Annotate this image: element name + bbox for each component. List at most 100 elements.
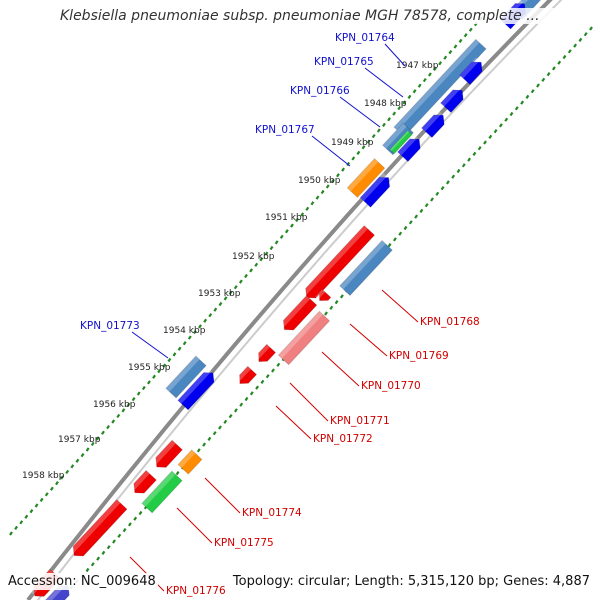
cds-feature[interactable]: [315, 288, 332, 304]
gene-feature[interactable]: [165, 355, 207, 399]
tick-mark-outer: [403, 225, 408, 231]
tick-mark-inner: [177, 346, 182, 351]
gene-label[interactable]: KPN_01772: [313, 433, 373, 445]
gene-label[interactable]: KPN_01768: [420, 316, 480, 328]
tick-mark-outer: [589, 26, 593, 31]
cds-feature[interactable]: [359, 172, 393, 208]
tick-label: 1949 kbp: [331, 138, 374, 148]
tick-mark-inner: [14, 525, 19, 531]
tick-mark-outer: [387, 242, 392, 248]
gene-feature[interactable]: [177, 449, 203, 475]
cds-feature[interactable]: [69, 498, 128, 561]
tick-mark-inner: [121, 408, 126, 413]
gene-feature[interactable]: [393, 38, 487, 138]
tick-mark-outer: [583, 32, 588, 37]
leader-line: [131, 331, 169, 359]
gene-label[interactable]: KPN_01774: [242, 507, 302, 519]
leader-line: [176, 507, 213, 544]
gene-label[interactable]: KPN_01765: [314, 56, 374, 68]
tick-mark-outer: [557, 60, 562, 65]
tick-mark-inner: [463, 33, 468, 38]
tick-mark-outer: [329, 305, 334, 310]
tick-mark-outer: [202, 442, 207, 447]
tick-mark-outer: [440, 185, 445, 191]
tick-mark-inner: [34, 503, 39, 508]
tick-mark-inner: [407, 94, 412, 99]
cds-feature[interactable]: [235, 365, 258, 387]
tick-mark-inner: [356, 150, 361, 155]
gene-label[interactable]: KPN_01769: [389, 350, 449, 362]
leader-line: [364, 67, 404, 98]
tick-mark-inner: [131, 397, 136, 402]
gene-label[interactable]: KPN_01766: [290, 85, 350, 97]
tick-mark-inner: [320, 189, 325, 195]
tick-mark-inner: [85, 447, 90, 452]
tick-mark-outer: [138, 510, 143, 516]
gene-feature[interactable]: [346, 157, 386, 199]
tick-mark-outer: [233, 408, 238, 413]
tick-mark-outer: [578, 37, 583, 43]
cds-feature[interactable]: [420, 110, 449, 139]
gene-label[interactable]: KPN_01775: [214, 537, 274, 549]
tick-label: 1958 kbp: [22, 471, 65, 481]
tick-mark-outer: [196, 448, 201, 453]
tick-label: 1948 kbp: [364, 99, 407, 109]
tick-mark-inner: [147, 380, 151, 385]
gene-feature[interactable]: [277, 310, 331, 366]
cds-feature[interactable]: [279, 294, 318, 335]
tick-mark-outer: [218, 425, 222, 430]
tick-mark-inner: [182, 341, 187, 346]
cds-feature[interactable]: [129, 469, 158, 497]
gene-label[interactable]: KPN_01770: [361, 380, 421, 392]
gene-feature[interactable]: [339, 239, 393, 297]
tick-mark-inner: [366, 139, 371, 144]
tick-mark-outer: [520, 100, 525, 105]
tick-mark-outer: [90, 562, 95, 567]
leader-line: [311, 135, 351, 167]
gene-label[interactable]: KPN_01771: [330, 415, 390, 427]
tick-mark-inner: [290, 223, 294, 228]
cds-feature[interactable]: [396, 134, 425, 163]
tick-mark-inner: [371, 133, 376, 139]
tick-mark-inner: [44, 492, 49, 497]
tick-mark-outer: [117, 533, 122, 538]
leader-line: [381, 289, 419, 323]
tick-mark-inner: [218, 301, 223, 307]
backbone-outer: [26, 0, 553, 600]
cds-feature[interactable]: [177, 368, 218, 411]
tick-mark-inner: [259, 257, 264, 262]
leader-line: [275, 405, 312, 440]
gene-label[interactable]: KPN_01773: [80, 320, 140, 332]
tick-mark-outer: [101, 550, 106, 556]
tick-mark-inner: [397, 105, 402, 111]
tick-mark-outer: [85, 567, 90, 573]
cds-feature[interactable]: [151, 439, 184, 471]
tick-label: 1950 kbp: [298, 176, 341, 186]
tick-mark-inner: [111, 419, 116, 424]
gene-label[interactable]: KPN_01767: [255, 124, 315, 136]
gene-label[interactable]: KPN_01764: [335, 32, 395, 44]
leader-line: [339, 96, 381, 128]
tick-mark-outer: [493, 128, 498, 134]
tick-mark-inner: [19, 520, 24, 525]
tick-mark-outer: [461, 163, 466, 168]
gene-feature[interactable]: [141, 470, 183, 514]
cds-feature[interactable]: [439, 85, 468, 114]
leader-line: [321, 351, 360, 387]
cds-feature[interactable]: [458, 57, 487, 86]
tick-mark-outer: [541, 77, 546, 82]
tick-mark-outer: [504, 117, 509, 122]
gene-label[interactable]: KPN_01776: [166, 585, 226, 597]
gene-feature[interactable]: [389, 129, 413, 155]
tick-mark-inner: [315, 195, 320, 200]
tick-mark-outer: [477, 146, 482, 151]
tick-mark-inner: [238, 279, 243, 284]
tick-mark-outer: [509, 111, 514, 117]
tick-label: 1951 kbp: [265, 213, 308, 223]
tick-mark-inner: [187, 335, 192, 340]
tick-mark-inner: [9, 531, 13, 536]
cds-feature[interactable]: [254, 343, 277, 365]
cds-feature[interactable]: [301, 224, 376, 303]
